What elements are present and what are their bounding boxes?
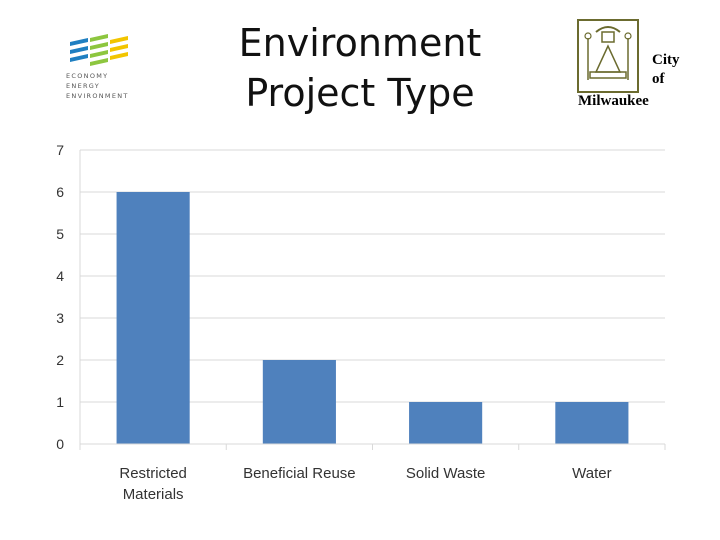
title-line-2: Project Type bbox=[245, 71, 475, 115]
x-category-label: Restricted bbox=[119, 465, 187, 482]
city-of-milwaukee-logo: City of Milwaukee bbox=[576, 18, 682, 112]
logo-tag-economy: ECONOMY bbox=[66, 72, 109, 80]
y-tick-label: 4 bbox=[56, 268, 64, 284]
bar bbox=[555, 402, 629, 444]
x-category-label: Water bbox=[572, 465, 611, 482]
stripes-green bbox=[90, 34, 108, 66]
bar bbox=[262, 360, 336, 444]
bars bbox=[116, 192, 629, 444]
x-category-label: Solid Waste bbox=[406, 465, 485, 482]
y-tick-label: 6 bbox=[56, 184, 64, 200]
y-tick-label: 0 bbox=[56, 436, 64, 452]
title-line-1: Environment bbox=[238, 21, 482, 65]
of-word: of bbox=[652, 71, 665, 87]
stripes-yellow bbox=[110, 36, 128, 60]
logo-tag-environment: ENVIRONMENT bbox=[66, 92, 129, 100]
eee-logo: ECONOMY ENERGY ENVIRONMENT bbox=[62, 28, 142, 108]
logo-tag-energy: ENERGY bbox=[66, 82, 101, 90]
y-tick-label: 2 bbox=[56, 352, 64, 368]
city-seal-icon bbox=[577, 19, 639, 93]
milwaukee-word: Milwaukee bbox=[578, 93, 649, 109]
y-tick-label: 3 bbox=[56, 310, 64, 326]
x-category-label: Beneficial Reuse bbox=[243, 465, 356, 482]
bar bbox=[116, 192, 190, 444]
slide-title: Environment Project Type bbox=[200, 18, 520, 118]
x-category-label: Materials bbox=[123, 486, 184, 503]
city-word: City bbox=[652, 52, 680, 68]
axes bbox=[79, 150, 666, 450]
labels: 0 1 2 3 4 5 6 7 Restricted Materials Beneficial Re… bbox=[56, 142, 611, 503]
y-tick-label: 7 bbox=[56, 142, 64, 158]
y-tick-label: 1 bbox=[56, 394, 64, 410]
bar bbox=[409, 402, 483, 444]
eee-stripes-icon bbox=[70, 34, 128, 66]
stripes-blue bbox=[70, 38, 88, 62]
y-tick-label: 5 bbox=[56, 226, 64, 242]
